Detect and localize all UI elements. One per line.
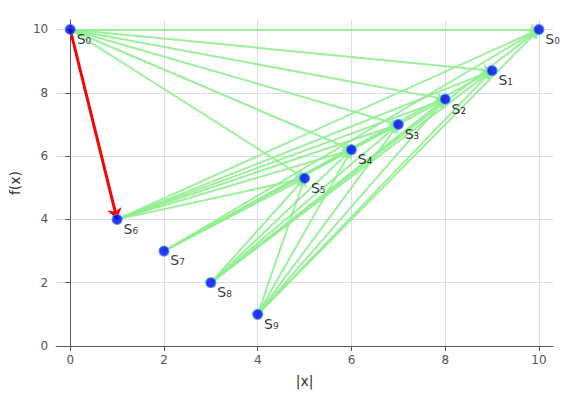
svg-text:10: 10 [33, 22, 48, 36]
svg-text:S₂: S₂ [452, 101, 467, 117]
svg-text:S₀: S₀ [77, 31, 92, 47]
svg-text:4: 4 [254, 353, 262, 367]
svg-text:S₇: S₇ [170, 252, 185, 268]
svg-text:8: 8 [41, 86, 49, 100]
svg-text:S₅: S₅ [311, 180, 326, 196]
svg-text:|x|: |x| [296, 373, 314, 390]
svg-text:S₄: S₄ [358, 151, 373, 167]
svg-text:0: 0 [41, 339, 49, 353]
svg-text:S₁: S₁ [498, 72, 513, 88]
svg-text:S₉: S₉ [264, 316, 279, 332]
svg-text:0: 0 [66, 353, 74, 367]
svg-text:6: 6 [41, 149, 49, 163]
svg-text:S₀: S₀ [545, 31, 560, 47]
svg-text:4: 4 [41, 212, 49, 226]
svg-text:10: 10 [531, 353, 546, 367]
svg-text:S₈: S₈ [217, 284, 232, 300]
svg-text:f(x): f(x) [7, 171, 23, 195]
svg-text:8: 8 [441, 353, 449, 367]
svg-text:S₃: S₃ [405, 126, 420, 142]
svg-text:6: 6 [348, 353, 356, 367]
svg-text:2: 2 [160, 353, 168, 367]
svg-text:S₆: S₆ [124, 221, 139, 237]
svg-text:2: 2 [41, 276, 49, 290]
